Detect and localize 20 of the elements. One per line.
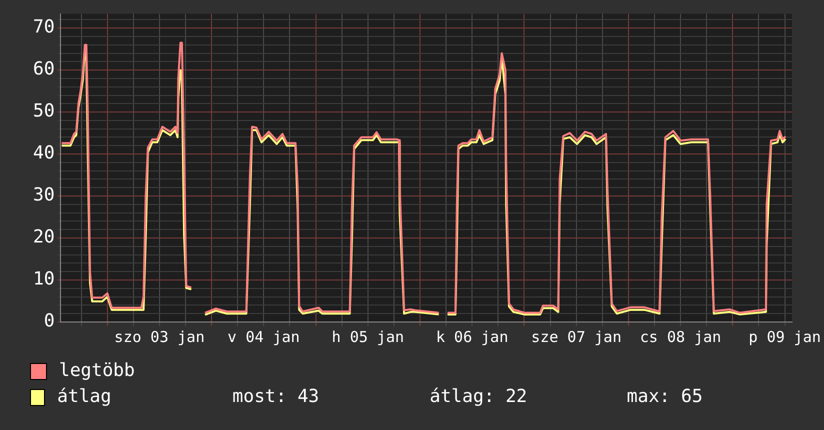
y-tick-label: 30 [32, 184, 55, 206]
x-tick-label: h 05 jan [332, 328, 404, 346]
x-tick-label: szo 03 jan [114, 328, 205, 346]
x-tick-label: sze 07 jan [531, 328, 622, 346]
x-tick-label: v 04 jan [228, 328, 300, 346]
x-tick-label: cs 08 jan [640, 328, 722, 346]
y-tick-label: 60 [32, 58, 55, 80]
legend-label: legtöbb [59, 359, 136, 383]
legend-label: átlag [57, 385, 112, 409]
y-tick-label: 40 [32, 142, 55, 164]
y-tick-label: 10 [32, 268, 55, 290]
y-tick-label: 50 [32, 100, 55, 122]
text: max: 65 [626, 385, 704, 409]
x-tick-label: k 06 jan [436, 328, 508, 346]
text: most: 43 [232, 385, 320, 409]
y-tick-label: 20 [32, 226, 55, 248]
x-tick-label: p 09 jan [748, 328, 821, 346]
y-tick-label: 70 [32, 16, 55, 38]
text: átlag: 22 [430, 385, 528, 409]
y-tick-label: 0 [44, 310, 55, 332]
